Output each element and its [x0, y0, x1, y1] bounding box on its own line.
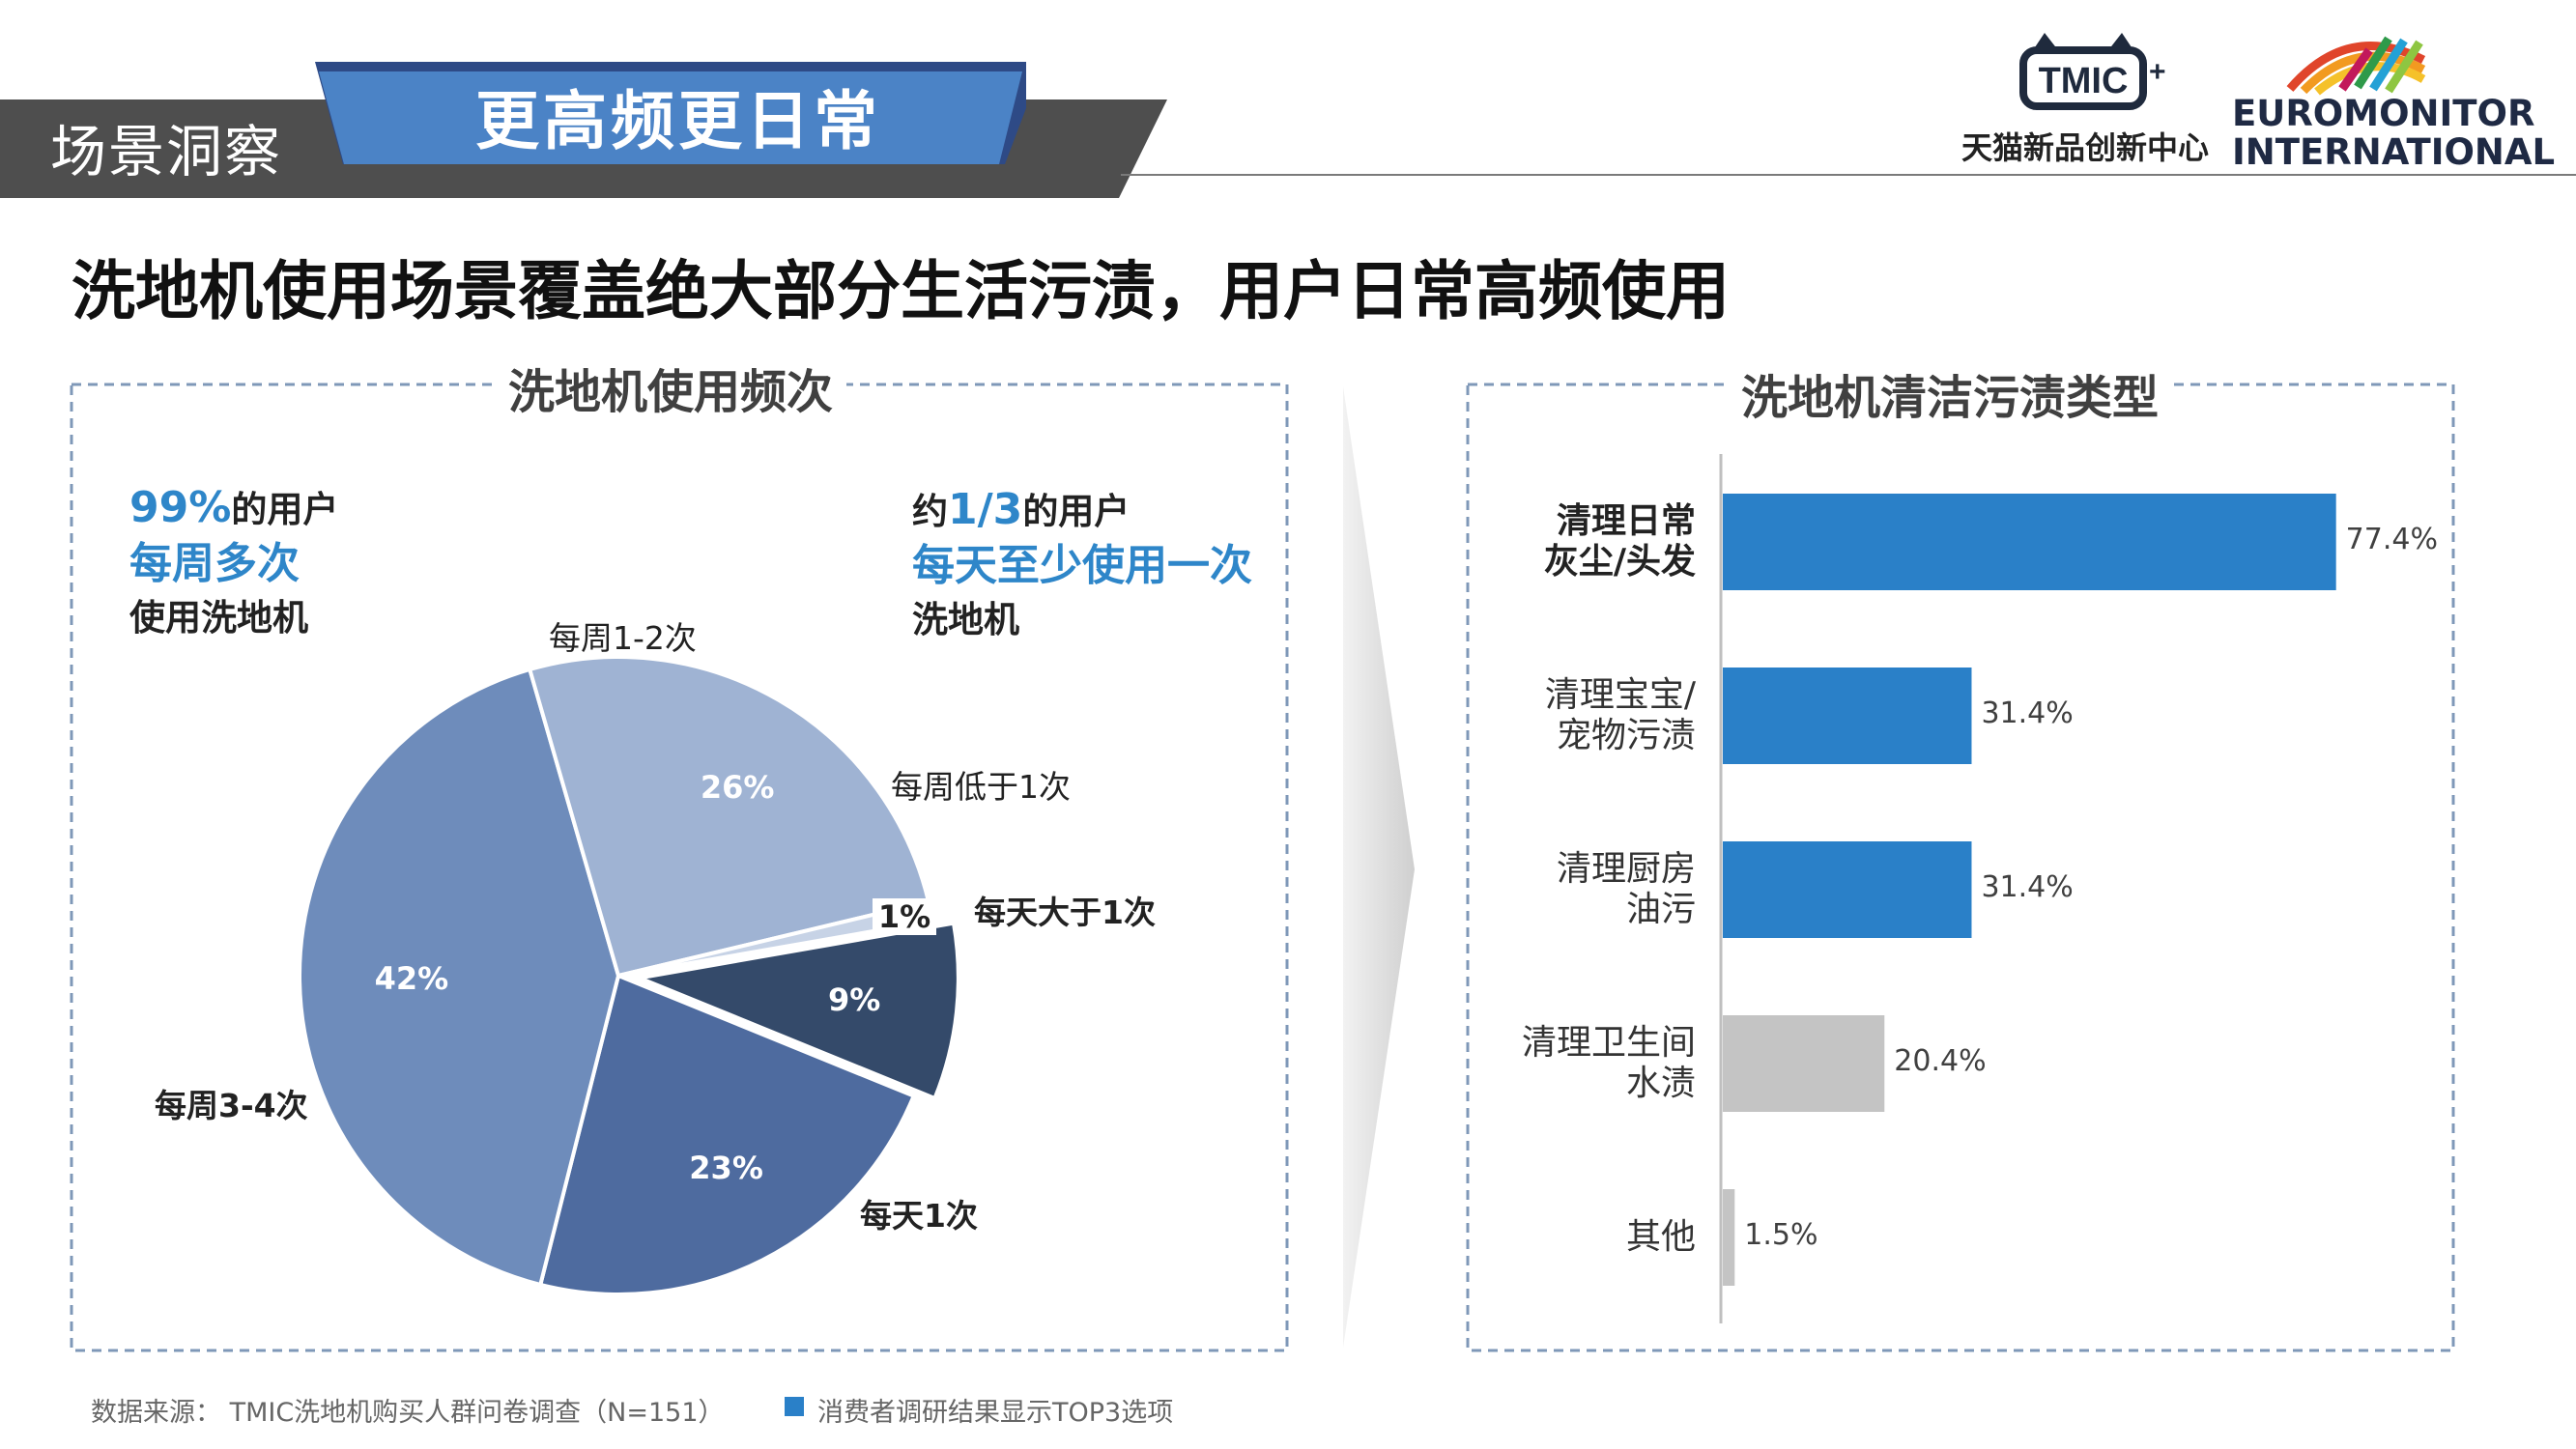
bar — [1723, 1015, 1885, 1112]
pie-value-label: 9% — [827, 981, 881, 1019]
pie-slice — [527, 655, 931, 979]
euromonitor-line2: INTERNATIONAL — [2232, 131, 2556, 173]
note-daily-prefix: 约 — [912, 491, 948, 532]
bar — [1723, 494, 2336, 590]
pie-category-label: 每天1次 — [860, 1197, 978, 1235]
bar-category-label: 清理厨房 油污 — [1483, 849, 1696, 930]
euromonitor-logo-icon — [2286, 36, 2426, 96]
pie-category-label: 每周3-4次 — [155, 1087, 308, 1124]
bar-category-line: 清理卫生间 — [1521, 1023, 1696, 1063]
pie-slice — [632, 921, 960, 1101]
bar-category-line: 清理日常 — [1556, 501, 1696, 541]
bar-category-line: 油污 — [1625, 890, 1696, 929]
bar-category-line: 灰尘/头发 — [1543, 542, 1696, 582]
bar-category-label: 清理宝宝/宠物污渍 — [1483, 675, 1696, 756]
section-label: 场景洞察 — [50, 119, 283, 185]
bar-value-label: 77.4% — [2345, 523, 2438, 556]
note-weekly-suffix: 的用户 — [231, 489, 339, 530]
banner-title: 更高频更日常 — [475, 84, 881, 158]
bar-category-line: 清理宝宝/ — [1544, 675, 1696, 715]
pie-value-label: 1% — [872, 897, 937, 935]
bar-category-line: 清理厨房 — [1556, 849, 1696, 889]
bar — [1723, 668, 1972, 764]
banner-ribbon — [319, 71, 1022, 164]
svg-text:TMIC: TMIC — [2039, 61, 2129, 101]
euromonitor-wordmark: EUROMONITOR INTERNATIONAL — [2232, 95, 2555, 172]
bar-category-line: 宠物污渍 — [1556, 716, 1696, 755]
bar-value-label: 31.4% — [1981, 696, 2074, 730]
note-weekly-highlight: 每周多次 — [129, 539, 300, 588]
tmic-logo-icon: TMIC + — [2019, 33, 2166, 110]
pie-value-label: 23% — [689, 1150, 763, 1187]
note-daily-line3: 洗地机 — [912, 599, 1019, 640]
pie-chart — [298, 655, 960, 1296]
bar-value-label: 20.4% — [1894, 1044, 1987, 1078]
note-daily-frac: 1/3 — [948, 485, 1023, 534]
note-weekly-line3: 使用洗地机 — [129, 597, 308, 639]
footer-legend-swatch — [785, 1397, 804, 1416]
pie-value-label: 42% — [374, 959, 449, 997]
euromonitor-line1: EUROMONITOR — [2232, 93, 2535, 134]
bar — [1723, 841, 1972, 938]
pie-category-label: 每周低于1次 — [891, 768, 1071, 806]
footer-source: 数据来源： TMIC洗地机购买人群问卷调查（N=151） — [91, 1398, 725, 1428]
right-panel-title: 洗地机清洁污渍类型 — [1728, 359, 2173, 427]
pie-value-label: 26% — [700, 769, 775, 807]
pie-slice — [537, 973, 917, 1296]
page-headline: 洗地机使用场景覆盖绝大部分生活污渍，用户日常高频使用 — [72, 254, 1730, 328]
pie-category-label: 每周1-2次 — [549, 619, 697, 657]
note-daily-suffix: 的用户 — [1022, 491, 1131, 532]
bar-value-label: 31.4% — [1981, 870, 2074, 904]
left-panel-title: 洗地机使用频次 — [495, 354, 847, 421]
header-graphics: TMIC + — [0, 33, 2576, 198]
bar-chart — [1719, 454, 2336, 1323]
bar-category-line: 其他 — [1625, 1217, 1696, 1257]
note-weekly-pct: 99% — [129, 483, 232, 532]
bar-category-label: 清理日常 灰尘/头发 — [1483, 501, 1696, 582]
bar-category-label: 其他 — [1483, 1217, 1696, 1258]
bar — [1723, 1189, 1735, 1286]
divider-chevron — [1343, 386, 1415, 1348]
note-weekly-users: 99%的用户 每周多次 使用洗地机 — [129, 481, 338, 645]
note-daily-users: 约1/3的用户 每天至少使用一次 洗地机 — [912, 483, 1252, 647]
note-daily-highlight: 每天至少使用一次 — [912, 541, 1252, 590]
bar-category-line: 水渍 — [1625, 1064, 1696, 1103]
footer-legend-label: 消费者调研结果显示TOP3选项 — [817, 1398, 1174, 1428]
pie-slice — [298, 667, 621, 1288]
bar-category-label: 清理卫生间 水渍 — [1483, 1023, 1696, 1104]
tmic-subtitle: 天猫新品创新中心 — [1961, 129, 2210, 166]
svg-text:+: + — [2149, 56, 2166, 88]
bar-value-label: 1.5% — [1744, 1218, 1818, 1252]
pie-category-label: 每天大于1次 — [974, 894, 1156, 931]
